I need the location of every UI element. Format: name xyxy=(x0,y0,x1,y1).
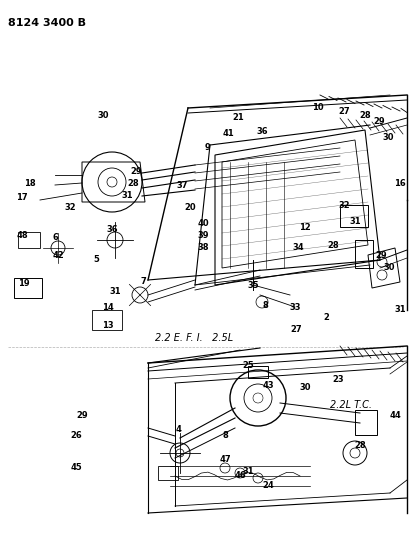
Text: 45: 45 xyxy=(70,464,82,472)
Text: 19: 19 xyxy=(18,279,30,287)
Text: 46: 46 xyxy=(234,471,246,480)
Text: 48: 48 xyxy=(16,230,28,239)
Text: 35: 35 xyxy=(247,280,259,289)
Text: 36: 36 xyxy=(256,127,268,136)
Bar xyxy=(14,278,42,298)
Text: 9: 9 xyxy=(204,142,210,151)
Bar xyxy=(92,310,122,330)
Text: 13: 13 xyxy=(102,320,114,329)
Text: 38: 38 xyxy=(197,244,209,253)
Text: 23: 23 xyxy=(332,376,344,384)
Text: 2.2L T.C.: 2.2L T.C. xyxy=(330,400,372,410)
Text: 43: 43 xyxy=(262,381,274,390)
Text: 12: 12 xyxy=(299,223,311,232)
Text: 32: 32 xyxy=(338,200,350,209)
Text: 29: 29 xyxy=(373,117,385,126)
Text: 8124 3400 B: 8124 3400 B xyxy=(8,18,86,28)
Bar xyxy=(340,205,368,227)
Text: 41: 41 xyxy=(222,128,234,138)
Text: 8: 8 xyxy=(262,301,268,310)
Text: 5: 5 xyxy=(93,255,99,264)
Text: 30: 30 xyxy=(299,384,311,392)
Text: 7: 7 xyxy=(140,278,146,287)
Text: 42: 42 xyxy=(52,251,64,260)
Text: 14: 14 xyxy=(102,303,114,312)
Text: 2: 2 xyxy=(323,313,329,322)
Bar xyxy=(248,366,268,378)
Text: 30: 30 xyxy=(383,262,395,271)
Text: 26: 26 xyxy=(70,431,82,440)
Text: 20: 20 xyxy=(184,203,196,212)
Text: 27: 27 xyxy=(290,326,302,335)
Text: 28: 28 xyxy=(327,240,339,249)
Text: 18: 18 xyxy=(24,179,36,188)
Text: 29: 29 xyxy=(130,167,142,176)
Text: 28: 28 xyxy=(359,110,371,119)
Text: 6: 6 xyxy=(52,233,58,243)
Text: 31: 31 xyxy=(109,287,121,296)
Text: 17: 17 xyxy=(16,193,28,203)
Text: 34: 34 xyxy=(292,244,304,253)
Text: 36: 36 xyxy=(106,225,118,235)
Bar xyxy=(355,410,377,435)
Bar xyxy=(158,466,178,480)
Text: 31: 31 xyxy=(349,217,361,227)
Text: 40: 40 xyxy=(197,219,209,228)
Text: 25: 25 xyxy=(242,360,254,369)
Text: 28: 28 xyxy=(354,440,366,449)
Text: 16: 16 xyxy=(394,179,406,188)
Text: 4: 4 xyxy=(175,425,181,434)
Text: 39: 39 xyxy=(197,230,209,239)
Text: 31: 31 xyxy=(242,467,254,477)
Text: 47: 47 xyxy=(219,456,231,464)
Text: 31: 31 xyxy=(121,191,133,200)
Bar xyxy=(18,232,40,248)
Text: 33: 33 xyxy=(289,303,301,311)
Text: 2.2 E. F. I.   2.5L: 2.2 E. F. I. 2.5L xyxy=(155,333,233,343)
Text: 30: 30 xyxy=(382,133,394,142)
Text: 27: 27 xyxy=(338,108,350,117)
Text: 21: 21 xyxy=(232,114,244,123)
Text: 8: 8 xyxy=(222,431,228,440)
Text: 31: 31 xyxy=(394,305,406,314)
Text: 29: 29 xyxy=(76,410,88,419)
Text: 44: 44 xyxy=(389,410,401,419)
Text: 32: 32 xyxy=(64,203,76,212)
Text: 10: 10 xyxy=(312,102,324,111)
Text: 30: 30 xyxy=(97,110,109,119)
Bar xyxy=(355,240,373,268)
Text: 37: 37 xyxy=(176,181,188,190)
Text: 24: 24 xyxy=(262,481,274,489)
Text: 29: 29 xyxy=(375,251,387,260)
Text: 28: 28 xyxy=(127,179,139,188)
